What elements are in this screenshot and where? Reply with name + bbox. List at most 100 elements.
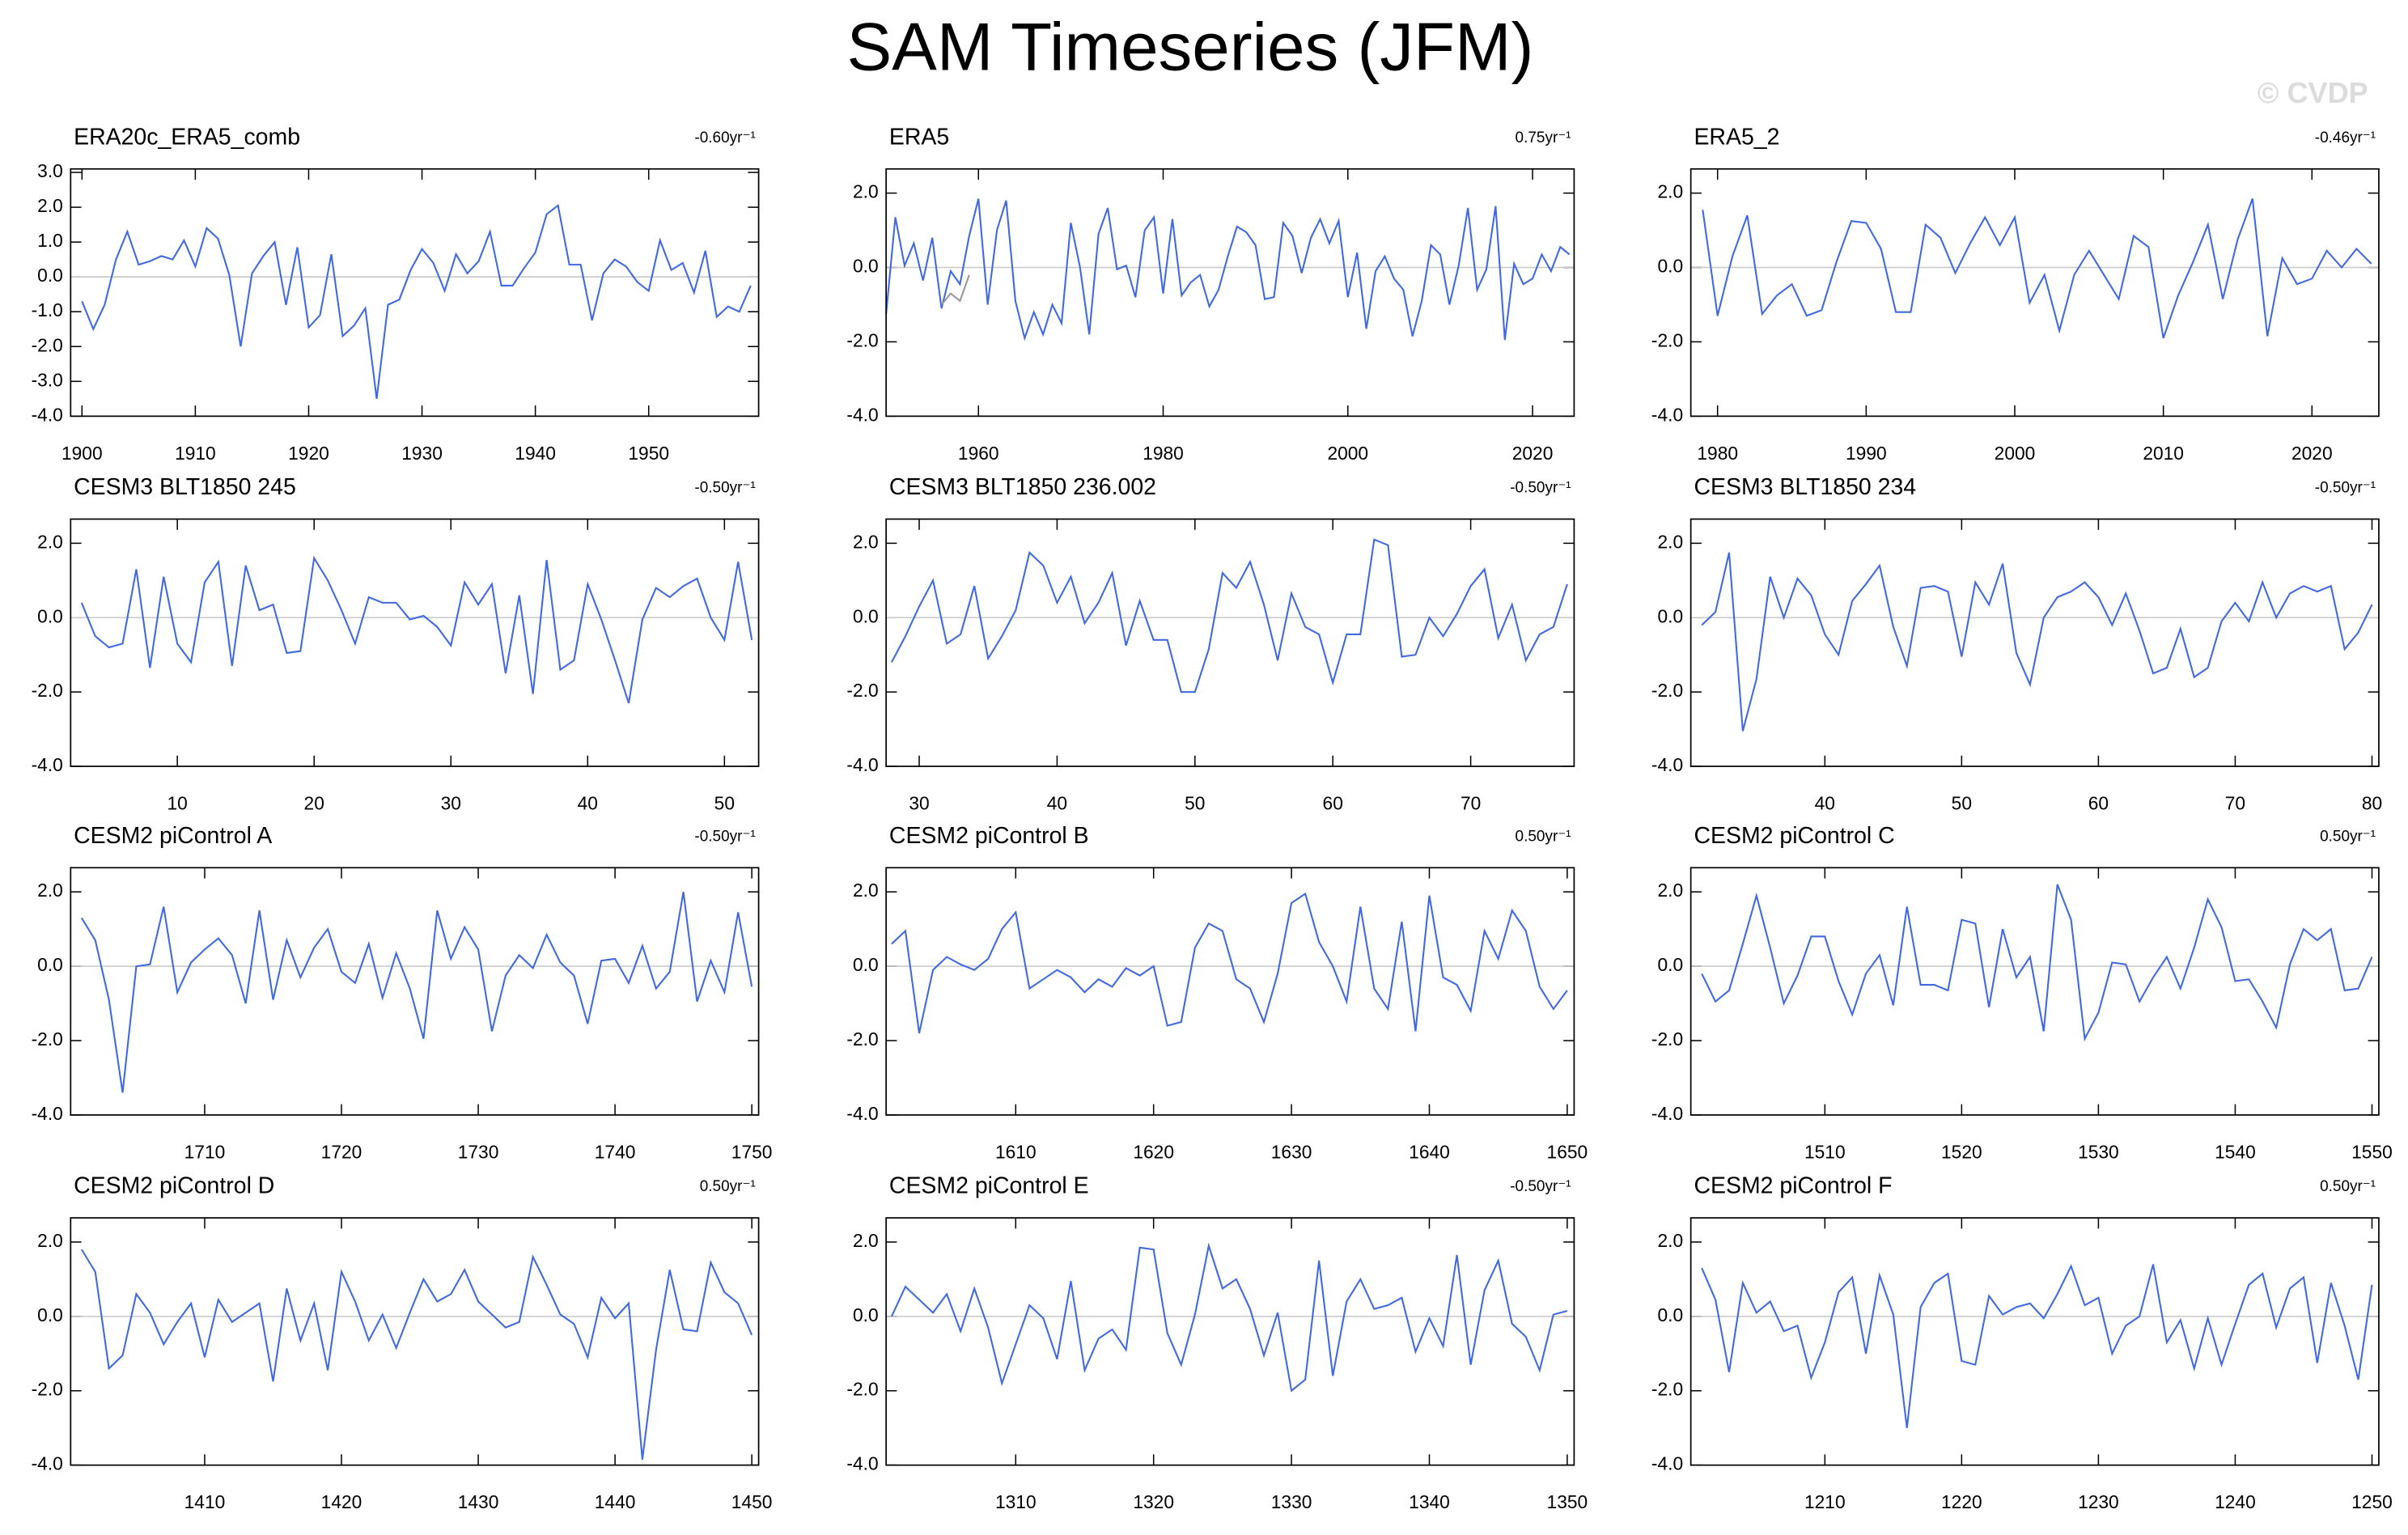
y-tick-label: -4.0 (846, 1453, 878, 1474)
y-tick-label: 0.0 (37, 954, 63, 975)
trend-label: 0.50yr⁻¹ (2320, 1178, 2376, 1195)
y-tick-label: -2.0 (32, 334, 63, 355)
y-tick-label: -4.0 (32, 754, 63, 775)
x-tick-label: 1910 (175, 443, 216, 464)
plot-frame (885, 867, 1575, 1116)
y-tick-label: 0.0 (1658, 1304, 1684, 1325)
y-tick-label: 2.0 (853, 880, 879, 901)
x-tick-label: 1920 (288, 443, 329, 464)
y-tick-label: -4.0 (32, 404, 63, 425)
x-tick-label: 40 (578, 793, 598, 814)
x-tick-label: 1640 (1409, 1141, 1450, 1162)
y-tick-label: -2.0 (1651, 1028, 1683, 1049)
trend-label: 0.50yr⁻¹ (2320, 828, 2376, 845)
trend-label: -0.60yr⁻¹ (694, 129, 755, 146)
x-tick-label: 30 (441, 793, 461, 814)
x-tick-label: 40 (1815, 793, 1835, 814)
series-line (80, 1249, 753, 1460)
y-tick-label: 0.0 (1658, 605, 1684, 626)
y-tick-label: 2.0 (853, 1230, 879, 1251)
panel-title: ERA5_2 (1694, 124, 1779, 150)
x-tick-label: 80 (2362, 793, 2382, 814)
x-tick-label: 1420 (321, 1491, 362, 1512)
x-tick-label: 1440 (595, 1491, 636, 1512)
x-tick-label: 1650 (1547, 1141, 1588, 1162)
x-tick-label: 1620 (1133, 1141, 1174, 1162)
y-tick-label: 0.0 (1658, 954, 1684, 975)
x-tick-label: 1740 (595, 1141, 636, 1162)
y-tick-label: 2.0 (37, 195, 63, 216)
y-tick-label: -4.0 (32, 1103, 63, 1124)
panel-title: CESM3 BLT1850 234 (1694, 474, 1916, 500)
x-tick-label: 70 (2225, 793, 2245, 814)
x-tick-label: 1980 (1697, 443, 1738, 464)
y-tick-label: -2.0 (32, 1028, 63, 1049)
x-tick-label: 1320 (1133, 1491, 1174, 1512)
series-line (1701, 1264, 2373, 1428)
series-line (940, 274, 970, 306)
y-tick-label: -2.0 (846, 329, 878, 350)
y-tick-label: 0.0 (853, 256, 879, 277)
y-tick-label: -4.0 (846, 754, 878, 775)
x-tick-label: 10 (167, 793, 187, 814)
plot-frame (70, 1217, 760, 1466)
x-tick-label: 1550 (2351, 1141, 2393, 1162)
trend-label: -0.50yr⁻¹ (1510, 1178, 1571, 1195)
y-tick-label: 2.0 (37, 880, 63, 901)
panel-title: CESM3 BLT1850 245 (74, 474, 296, 500)
panel-title: CESM2 piControl D (74, 1173, 274, 1199)
x-tick-label: 70 (1460, 793, 1481, 814)
plot-frame (70, 518, 760, 767)
y-tick-label: -4.0 (846, 1103, 878, 1124)
y-tick-label: -3.0 (32, 369, 63, 390)
x-tick-label: 1450 (731, 1491, 773, 1512)
y-tick-label: 2.0 (1658, 181, 1684, 202)
x-tick-label: 1730 (458, 1141, 499, 1162)
trend-label: 0.50yr⁻¹ (1516, 828, 1571, 845)
x-tick-label: 50 (714, 793, 735, 814)
series-line (80, 892, 753, 1093)
y-tick-label: 0.0 (853, 954, 879, 975)
y-tick-label: -2.0 (32, 680, 63, 701)
y-tick-label: -2.0 (846, 1379, 878, 1400)
y-tick-label: -2.0 (32, 1379, 63, 1400)
series-line (1702, 198, 2372, 339)
series-line (1701, 884, 2373, 1042)
panel-title: CESM2 piControl F (1694, 1173, 1892, 1199)
y-tick-label: 2.0 (853, 181, 879, 202)
figure-title: SAM Timeseries (JFM) (846, 9, 1533, 85)
y-tick-label: 2.0 (1658, 1230, 1684, 1251)
x-tick-label: 1430 (458, 1491, 499, 1512)
x-tick-label: 50 (1952, 793, 1972, 814)
plot-frame (1689, 1217, 2380, 1466)
y-tick-label: -2.0 (1651, 329, 1683, 350)
y-tick-label: 1.0 (37, 230, 63, 251)
x-tick-label: 1510 (1804, 1141, 1846, 1162)
x-tick-label: 20 (304, 793, 324, 814)
y-tick-label: -2.0 (1651, 680, 1683, 701)
y-tick-label: -4.0 (846, 404, 878, 425)
x-tick-label: 2010 (2143, 443, 2184, 464)
plot-frame (1689, 518, 2380, 767)
x-tick-label: 2020 (1512, 443, 1554, 464)
y-tick-label: -4.0 (1651, 404, 1683, 425)
x-tick-label: 30 (909, 793, 929, 814)
plot-frame (70, 867, 760, 1116)
series-line (891, 892, 1568, 1034)
plot-frame (1689, 167, 2380, 418)
panel-title: CESM2 piControl B (889, 823, 1089, 849)
x-tick-label: 1340 (1409, 1491, 1450, 1512)
panel-title: CESM2 piControl A (74, 823, 272, 849)
y-tick-label: -1.0 (32, 299, 63, 320)
x-tick-label: 2000 (1327, 443, 1368, 464)
x-tick-label: 1980 (1143, 443, 1184, 464)
y-tick-label: 0.0 (37, 265, 63, 286)
x-tick-label: 1530 (2078, 1141, 2119, 1162)
x-tick-label: 1230 (2078, 1491, 2119, 1512)
y-tick-label: 2.0 (37, 531, 63, 552)
trend-label: -0.50yr⁻¹ (694, 480, 755, 497)
trend-label: -0.50yr⁻¹ (1510, 480, 1571, 497)
trend-label: 0.50yr⁻¹ (700, 1178, 756, 1195)
y-tick-label: 0.0 (1658, 256, 1684, 277)
